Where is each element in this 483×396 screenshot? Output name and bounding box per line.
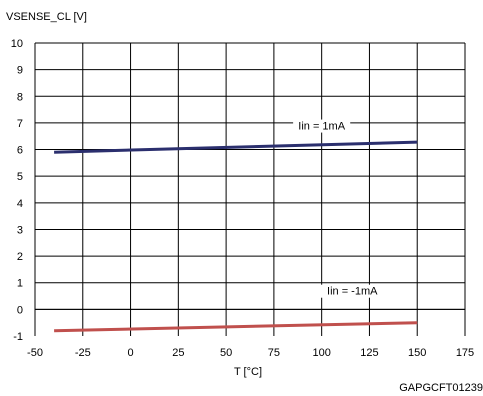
y-tick-label: 9 — [17, 65, 23, 77]
tick-labels: -1 0 1 2 3 4 5 6 7 8 9 10 -50 -25 0 25 50 75 100 125 150 175 — [11, 38, 474, 359]
y-tick-label: 4 — [17, 198, 23, 210]
x-tick-label: 0 — [127, 347, 133, 359]
grid — [35, 42, 465, 336]
series-line — [54, 321, 418, 333]
x-tick-label: 25 — [172, 347, 184, 359]
x-tick-label: 50 — [220, 347, 232, 359]
x-tick-label: -25 — [75, 347, 91, 359]
y-tick-label: 3 — [17, 224, 23, 236]
x-tick-label: 125 — [360, 347, 378, 359]
series-group — [54, 140, 418, 333]
y-tick-label: 8 — [17, 91, 23, 103]
x-tick-label: -50 — [27, 347, 43, 359]
y-tick-label: 2 — [17, 251, 23, 263]
x-axis-title: T [°C] — [234, 366, 262, 378]
y-tick-label: 7 — [17, 118, 23, 130]
annotation-bg — [320, 284, 384, 298]
y-tick-label: 5 — [17, 171, 23, 183]
axes — [34, 42, 466, 336]
x-tick-label: 175 — [456, 347, 474, 359]
annotations: Iin = 1mA Iin = -1mA — [293, 119, 384, 298]
series-line — [54, 140, 418, 154]
annotation-bg — [293, 119, 351, 133]
series-annotation: Iin = 1mA — [298, 121, 345, 133]
y-tick-label: 0 — [17, 304, 23, 316]
figure-code: GAPGCFT01239 — [399, 382, 483, 394]
y-tick-label: 1 — [17, 278, 23, 290]
x-tick-label: 75 — [268, 347, 280, 359]
y-tick-label: -1 — [13, 331, 23, 343]
series-annotation: Iin = -1mA — [327, 286, 378, 298]
x-tick-label: 150 — [408, 347, 426, 359]
y-axis-title: VSENSE_CL [V] — [6, 11, 87, 23]
y-tick-label: 6 — [17, 145, 23, 157]
x-tick-label: 100 — [312, 347, 330, 359]
y-tick-label: 10 — [11, 38, 23, 50]
